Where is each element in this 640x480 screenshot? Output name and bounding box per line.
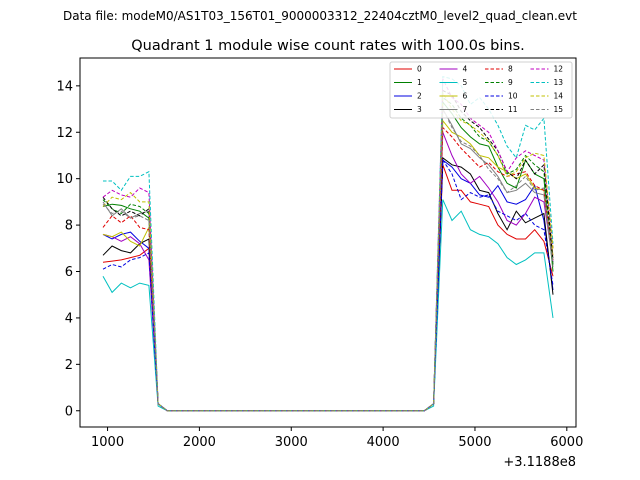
legend-label-6: 6 (463, 92, 468, 101)
x-tick-label-6000: 6000 (550, 435, 583, 450)
y-tick-label-0: 0 (65, 404, 73, 419)
series-line-0 (102, 164, 554, 412)
y-axis: 0 2 4 6 8 10 12 14 (56, 79, 80, 419)
plot-lines (102, 75, 554, 412)
y-tick-label-6: 6 (65, 265, 73, 280)
legend-label-3: 3 (417, 105, 422, 114)
plot-frame (79, 57, 577, 428)
x-tick-label-4000: 4000 (367, 435, 400, 450)
series-line-10 (102, 158, 554, 412)
legend-label-1: 1 (417, 78, 422, 87)
series-line-4 (102, 132, 554, 412)
series-line-2 (102, 159, 554, 412)
legend-label-15: 15 (554, 105, 564, 114)
legend-label-7: 7 (463, 105, 468, 114)
x-tick-label-1000: 1000 (91, 435, 124, 450)
legend-label-13: 13 (554, 78, 564, 87)
series-line-3 (102, 156, 554, 412)
legend-box (389, 61, 573, 119)
x-offset-label: +3.1188e8 (503, 455, 576, 470)
series-line-6 (102, 119, 554, 412)
legend-label-2: 2 (417, 92, 422, 101)
legend-label-8: 8 (508, 65, 513, 74)
chart-title: Quadrant 1 module wise count rates with … (131, 38, 525, 54)
legend-label-10: 10 (508, 92, 518, 101)
legend-label-11: 11 (508, 105, 518, 114)
legend-label-12: 12 (554, 65, 564, 74)
legend-label-14: 14 (554, 92, 564, 101)
x-axis: 1000 2000 3000 4000 5000 6000 (91, 427, 583, 450)
y-tick-label-2: 2 (65, 358, 73, 373)
legend-label-5: 5 (463, 78, 468, 87)
x-tick-label-2000: 2000 (183, 435, 216, 450)
legend-label-9: 9 (508, 78, 513, 87)
series-line-5 (102, 199, 554, 412)
y-tick-label-12: 12 (56, 126, 73, 141)
x-tick-label-5000: 5000 (458, 435, 491, 450)
chart-suptitle: Data file: modeM0/AS1T03_156T01_90000033… (63, 9, 577, 23)
x-tick-label-3000: 3000 (275, 435, 308, 450)
series-line-12 (102, 78, 554, 412)
y-tick-label-4: 4 (65, 311, 73, 326)
series-line-9 (102, 96, 554, 412)
y-tick-label-14: 14 (56, 79, 73, 94)
y-tick-label-10: 10 (56, 172, 73, 187)
legend-label-0: 0 (417, 65, 422, 74)
y-tick-label-8: 8 (65, 219, 73, 234)
series-line-7 (102, 107, 554, 412)
series-line-14 (102, 90, 554, 412)
series-line-8 (102, 126, 554, 412)
series-line-1 (102, 100, 554, 412)
series-line-15 (102, 108, 554, 412)
series-line-13 (103, 75, 554, 412)
legend-label-4: 4 (463, 65, 468, 74)
